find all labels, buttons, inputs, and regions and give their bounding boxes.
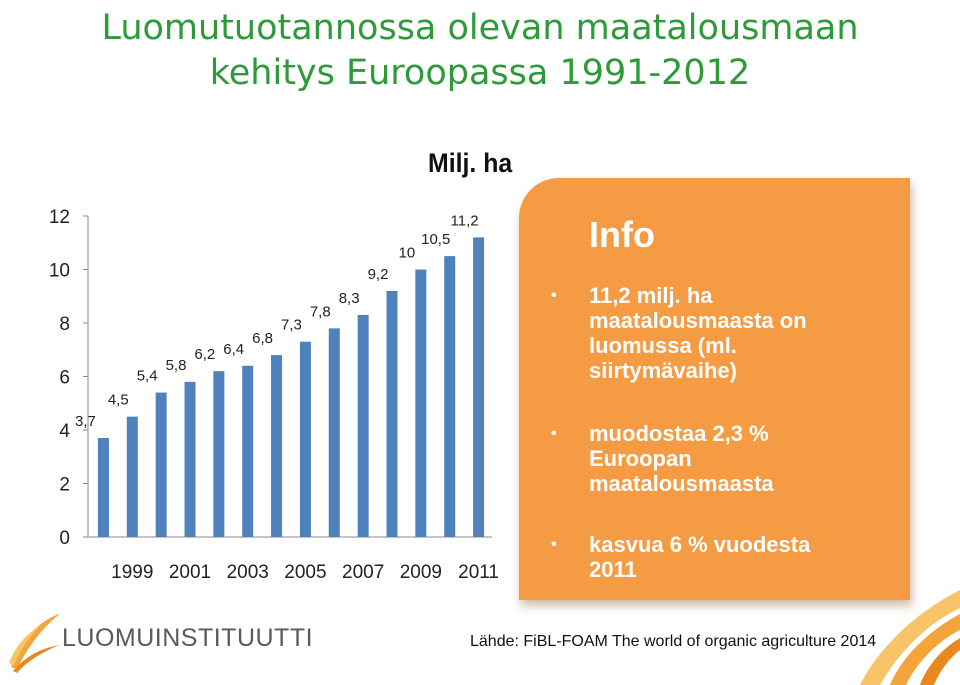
logo-text: LUOMUINSTITUUTTI <box>62 624 314 652</box>
bar <box>155 392 167 537</box>
bar <box>328 328 340 537</box>
data-label: 5,8 <box>166 357 187 374</box>
bar <box>473 237 485 537</box>
slide-title: Luomutuotannossa olevan maatalousmaan ke… <box>0 6 960 96</box>
x-tick-label: 2007 <box>342 562 384 583</box>
data-label: 5,4 <box>137 368 158 385</box>
bar <box>444 256 456 537</box>
source-note: Lähde: FiBL-FOAM The world of organic ag… <box>470 633 877 650</box>
data-label: 10,5 <box>421 231 450 248</box>
leaf-logo-icon <box>9 613 61 673</box>
data-label: 11,2 <box>451 212 479 229</box>
x-tick-label: 2011 <box>458 562 499 583</box>
data-label: 6,8 <box>252 330 273 347</box>
y-tick-label: 4 <box>59 421 70 442</box>
bullet-icon: • <box>551 536 557 553</box>
data-label: 6,2 <box>194 346 215 363</box>
data-label: 8,3 <box>339 290 360 307</box>
data-label: 6,4 <box>223 341 244 358</box>
x-tick-label: 2003 <box>227 562 269 583</box>
bullet-icon: • <box>551 425 557 442</box>
y-tick-label: 2 <box>59 475 70 496</box>
bar <box>415 269 427 537</box>
data-label: 3,7 <box>75 413 96 430</box>
info-bullet-text: 11,2 milj. ha maatalousmaasta on luomuss… <box>589 283 807 383</box>
info-box: Info • 11,2 milj. ha maatalousmaasta on … <box>519 178 910 600</box>
data-label: 9,2 <box>368 266 389 283</box>
y-tick-label: 10 <box>49 261 70 282</box>
bar <box>299 341 311 537</box>
info-bullet-2: • muodostaa 2,3 % Euroopan maatalousmaas… <box>551 421 849 496</box>
bar <box>386 290 398 537</box>
y-tick-label: 0 <box>59 528 70 549</box>
bar-chart: 0 2 4 6 8 10 12 3,7 4,5 5,4 5,8 6,2 6,4 6,8 7,3 7,8 8,3 9… <box>49 207 499 583</box>
info-bullet-1: • 11,2 milj. ha maatalousmaasta on luomu… <box>551 283 849 383</box>
data-label: 4,5 <box>108 392 129 409</box>
bar <box>126 416 138 537</box>
title-line-1: Luomutuotannossa olevan maatalousmaan <box>101 8 859 48</box>
unit-label: Milj. ha <box>428 148 513 178</box>
bullet-icon: • <box>551 287 557 304</box>
bar <box>357 314 369 537</box>
data-label: 10 <box>399 245 416 262</box>
y-tick-label: 8 <box>59 314 70 335</box>
x-tick-label: 2009 <box>400 562 442 583</box>
bar <box>184 381 196 537</box>
bar <box>271 355 283 537</box>
data-label: 7,8 <box>310 303 331 320</box>
info-bullet-3: • kasvua 6 % vuodesta 2011 <box>551 532 849 582</box>
bar <box>97 438 109 537</box>
x-tick-label: 1999 <box>111 562 153 583</box>
info-bullet-text: kasvua 6 % vuodesta 2011 <box>589 532 811 582</box>
data-label: 7,3 <box>281 317 302 334</box>
info-bullet-text: muodostaa 2,3 % Euroopan maatalousmaasta <box>589 421 774 496</box>
bar <box>213 371 225 537</box>
title-line-2: kehitys Euroopassa 1991-2012 <box>209 53 751 93</box>
x-tick-label: 2005 <box>284 562 326 583</box>
x-tick-label: 2001 <box>169 562 211 583</box>
y-tick-label: 12 <box>49 207 70 228</box>
info-heading: Info <box>589 214 655 255</box>
y-tick-label: 6 <box>59 368 70 389</box>
decorative-swoosh-icon <box>860 590 960 685</box>
bar <box>242 365 254 537</box>
